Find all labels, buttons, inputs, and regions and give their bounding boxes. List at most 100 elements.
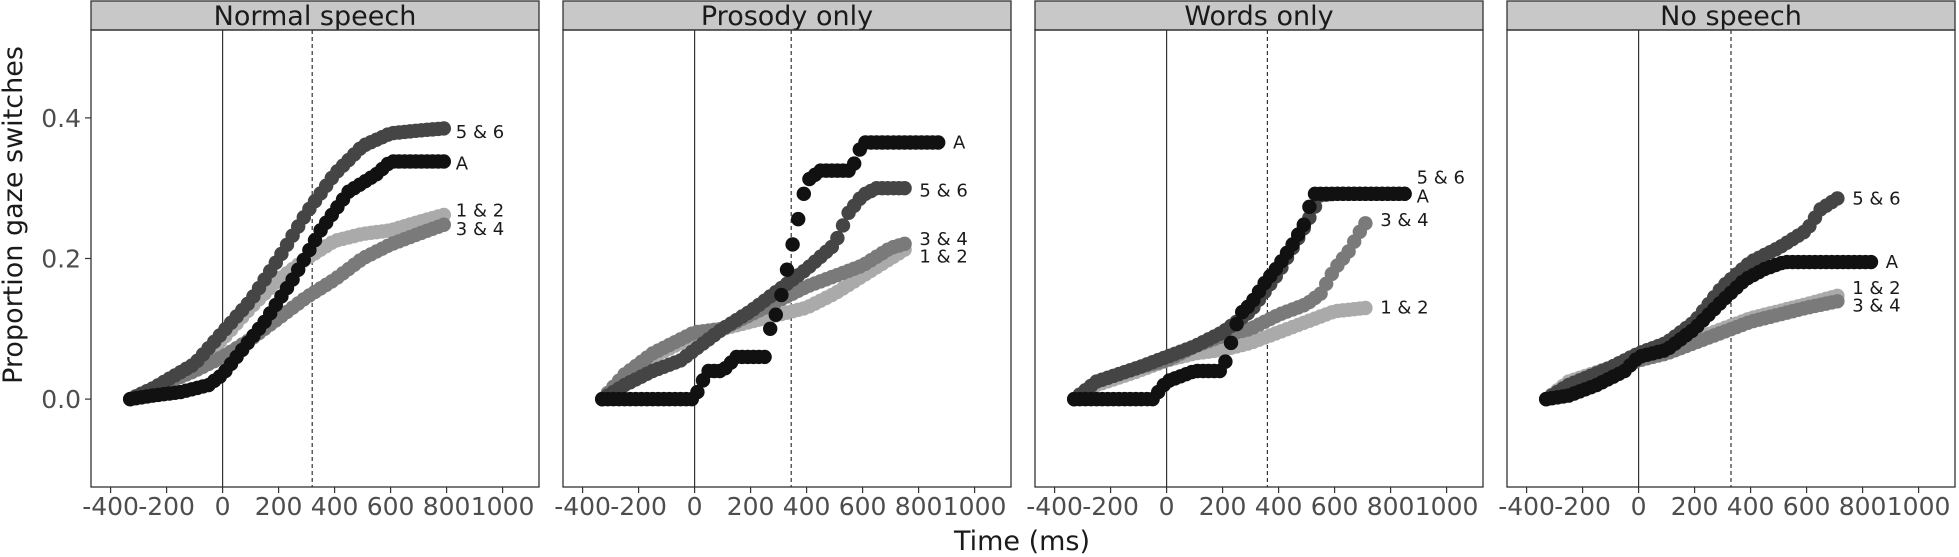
x-tick-label: 800 xyxy=(1367,492,1415,521)
data-point xyxy=(690,384,705,400)
panels: Normal speech-400 -200 0 200 400 600 800 10000.… xyxy=(41,0,1956,521)
series-1-2 xyxy=(1067,300,1373,407)
x-tick-label: 400 xyxy=(311,492,359,521)
data-point xyxy=(897,180,912,196)
panel-title: Words only xyxy=(1184,1,1333,32)
data-point xyxy=(436,207,451,223)
data-point xyxy=(1296,217,1312,232)
data-point xyxy=(1830,191,1845,206)
x-tick-label: 1000 xyxy=(1887,492,1951,521)
x-tick-label: 200 xyxy=(1199,492,1247,521)
x-tick-label: -400 xyxy=(1026,492,1083,521)
y-tick-label: 0.0 xyxy=(41,385,81,414)
x-tick-label: 400 xyxy=(1255,492,1303,521)
series-end-label: A xyxy=(456,154,469,175)
series-a xyxy=(1067,186,1412,407)
data-point xyxy=(774,287,789,303)
series-end-label: 3 & 4 xyxy=(456,219,504,240)
x-tick-label: -400 xyxy=(554,492,611,521)
x-tick-label: 200 xyxy=(255,492,303,521)
series-end-label: 5 & 6 xyxy=(919,180,967,201)
panel-0: Normal speech -400 -200 0 200 400 600 800 1000 0.… xyxy=(41,0,540,521)
data-point xyxy=(1863,254,1879,270)
x-tick-label: 200 xyxy=(1671,492,1719,521)
panel-2: Words only -400 -200 0 200 400 600 800 1000 1 & 2… xyxy=(1026,0,1484,521)
x-tick-label: 800 xyxy=(423,492,471,521)
x-tick-label: 0 xyxy=(1159,492,1175,521)
x-tick-label: 0 xyxy=(1631,492,1647,521)
x-tick-label: 600 xyxy=(839,492,887,521)
data-point xyxy=(931,135,946,150)
x-tick-label: -200 xyxy=(138,492,195,521)
series-5-6 xyxy=(1539,191,1845,407)
x-tick-label: 0 xyxy=(687,492,703,521)
panel-1: Prosody only -400 -200 0 200 400 600 800 1000 1 &… xyxy=(554,0,1012,521)
data-point xyxy=(436,121,451,136)
data-point xyxy=(1358,300,1373,316)
data-point xyxy=(436,217,451,232)
data-point xyxy=(1830,294,1845,309)
x-tick-label: -200 xyxy=(1082,492,1139,521)
data-point xyxy=(1229,316,1244,332)
y-tick-label: 0.4 xyxy=(41,104,81,133)
series-a xyxy=(1539,254,1879,407)
series-end-label: 1 & 2 xyxy=(456,201,504,222)
series-end-label: 5 & 6 xyxy=(1852,189,1900,210)
data-point xyxy=(1223,335,1239,351)
data-point xyxy=(757,349,772,365)
data-point xyxy=(796,186,811,202)
x-tick-label: -200 xyxy=(1554,492,1611,521)
y-tick-label: 0.2 xyxy=(41,245,81,274)
x-tick-label: -400 xyxy=(1498,492,1555,521)
data-point xyxy=(835,218,851,233)
panel-strip xyxy=(1506,0,1956,31)
panel-3: No speech -400 -200 0 200 400 600 800 1000 1 & 23… xyxy=(1498,0,1956,521)
x-tick-label: 400 xyxy=(1727,492,1775,521)
x-tick-label: 1000 xyxy=(943,492,1007,521)
series-end-label: 3 & 4 xyxy=(1852,296,1900,317)
x-tick-label: 800 xyxy=(895,492,943,521)
x-tick-label: 200 xyxy=(727,492,775,521)
series-end-label: A xyxy=(953,132,966,153)
series-end-label: 1 & 2 xyxy=(1852,278,1900,299)
data-point xyxy=(763,321,778,337)
series-end-label: 5 & 6 xyxy=(1417,168,1465,189)
panel-strip xyxy=(90,0,540,31)
data-point xyxy=(768,307,783,322)
y-axis-title: Proportion gaze switches xyxy=(0,46,29,384)
panel-title: Normal speech xyxy=(214,1,417,32)
x-tick-label: -200 xyxy=(610,492,667,521)
panel-strip xyxy=(562,0,1012,31)
x-tick-label: 1000 xyxy=(1415,492,1479,521)
series-5-6 xyxy=(595,180,912,407)
series-end-label: 1 & 2 xyxy=(1380,298,1428,319)
x-tick-label: 600 xyxy=(1783,492,1831,521)
data-point xyxy=(791,211,806,227)
data-point xyxy=(897,236,912,252)
data-point xyxy=(1397,186,1412,202)
series-a xyxy=(595,135,946,407)
series-end-label: 3 & 4 xyxy=(1380,210,1428,231)
x-tick-label: 1000 xyxy=(471,492,535,521)
panel-frame xyxy=(1034,29,1484,488)
data-point xyxy=(1218,354,1233,369)
series-end-label: 3 & 4 xyxy=(919,229,967,250)
series-end-label: 1 & 2 xyxy=(919,246,967,267)
panel-strip xyxy=(1034,0,1484,31)
x-tick-label: 400 xyxy=(783,492,831,521)
data-point xyxy=(1358,216,1373,231)
x-tick-label: 600 xyxy=(1311,492,1359,521)
data-point xyxy=(785,237,800,252)
x-tick-label: 600 xyxy=(367,492,415,521)
panel-title: Prosody only xyxy=(701,1,873,32)
data-point xyxy=(779,262,795,277)
x-tick-label: 800 xyxy=(1839,492,1887,521)
series-end-label: 5 & 6 xyxy=(456,122,504,143)
panel-frame xyxy=(562,29,1012,488)
data-point xyxy=(847,156,862,171)
data-point xyxy=(830,230,845,246)
series-end-label: A xyxy=(1886,252,1899,273)
x-tick-label: 0 xyxy=(215,492,231,521)
x-tick-label: -400 xyxy=(82,492,139,521)
